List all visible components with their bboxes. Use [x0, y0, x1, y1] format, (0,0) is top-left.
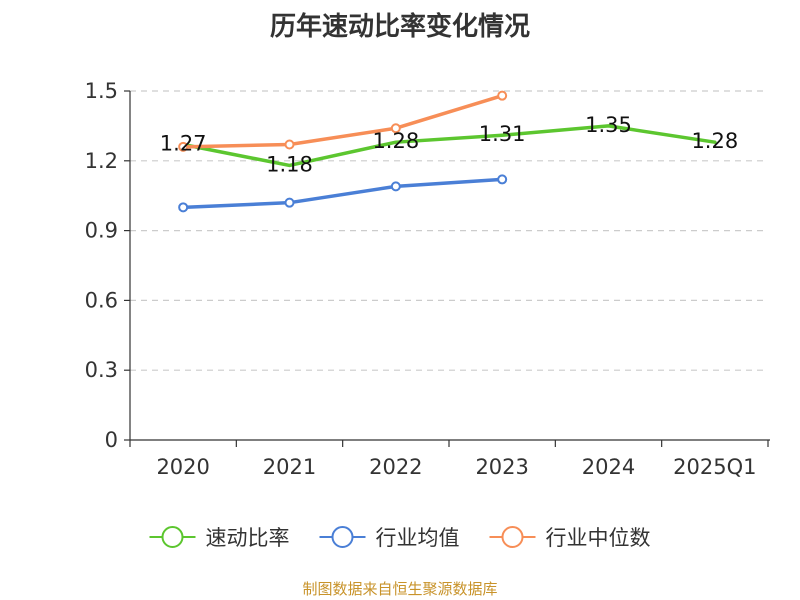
y-tick-label: 0: [105, 428, 118, 452]
data-point: [497, 174, 508, 185]
x-tick-label: 2024: [582, 455, 635, 479]
x-tick-label: 2025Q1: [673, 455, 756, 479]
legend-marker: [161, 526, 184, 548]
legend-label: 速动比率: [206, 526, 290, 550]
legend-label: 行业中位数: [546, 526, 651, 550]
series-line: [181, 93, 504, 149]
legend[interactable]: 速动比率 行业均值 行业中位数: [149, 526, 651, 550]
series-line: [181, 124, 717, 168]
x-tick-label: 2022: [369, 455, 422, 479]
series-lines: [178, 90, 717, 213]
data-label: 1.27: [160, 132, 207, 156]
legend-item[interactable]: 行业均值: [319, 526, 460, 550]
chart-title: 历年速动比率变化情况: [269, 12, 530, 42]
data-label: 1.18: [266, 152, 313, 176]
legend-marker: [501, 526, 524, 548]
data-point: [284, 139, 295, 150]
legend-label: 行业均值: [376, 526, 460, 550]
data-point: [497, 90, 508, 101]
data-point: [178, 202, 189, 213]
data-label: 1.28: [691, 129, 738, 153]
x-tick-label: 2023: [475, 455, 528, 479]
data-labels: 1.27 1.18 1.28 1.31 1.35 1.28: [160, 113, 738, 177]
y-tick-label: 1.5: [85, 79, 118, 103]
data-point: [284, 197, 295, 208]
x-tick-label: 2020: [156, 455, 209, 479]
y-tick-label: 1.2: [85, 149, 118, 173]
y-tick-label: 0.9: [85, 219, 118, 243]
series-line: [181, 177, 504, 210]
y-tick-label: 0.6: [85, 288, 118, 312]
legend-marker: [331, 526, 354, 548]
data-label: 1.28: [372, 129, 419, 153]
legend-item[interactable]: 行业中位数: [489, 526, 651, 550]
data-point: [178, 141, 189, 152]
data-label: 1.35: [585, 113, 632, 137]
axes: 0 0.3 0.6 0.9 1.2 1.5 2020 2021 2022 2023 2024 2025…: [85, 79, 770, 479]
grid-lines: [130, 90, 768, 371]
source-note: 制图数据来自恒生聚源数据库: [302, 580, 498, 598]
data-point: [390, 181, 401, 192]
data-label: 1.31: [479, 122, 526, 146]
legend-item[interactable]: 速动比率: [149, 526, 290, 550]
y-tick-label: 0.3: [85, 358, 118, 382]
x-tick-label: 2021: [263, 455, 316, 479]
data-point: [390, 123, 401, 134]
